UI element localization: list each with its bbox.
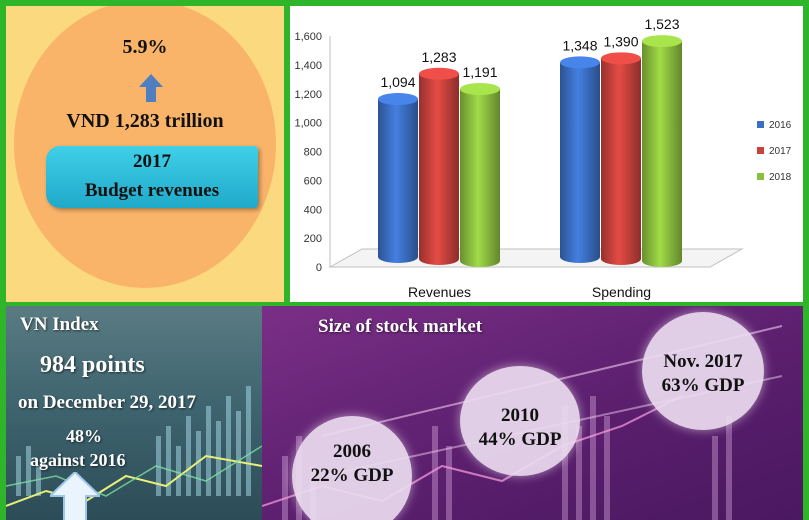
- bar-top-spending-2016: [560, 56, 600, 69]
- vn-index-title: VN Index: [20, 314, 99, 335]
- stock-bubble-2017-text: Nov. 2017 63% GDP: [642, 350, 764, 398]
- vn-index-change-label: against 2016: [30, 450, 126, 470]
- budget-bar-chart: 0 200 400 600 800 1,000 1,200 1,400 1,600 1,094 1,…: [294, 16, 792, 300]
- revenue-label-text: Budget revenues: [84, 180, 220, 201]
- data-label: 1,390: [603, 33, 638, 49]
- stock-section: VN Index 984 points on December 29, 2017…: [6, 306, 803, 520]
- stock-chart-background: [6, 386, 262, 507]
- bar-spending-2018: [642, 41, 682, 267]
- legend-swatch-2016: [757, 121, 764, 128]
- bar-top-revenues-2017: [419, 67, 459, 80]
- bar-spending-2017: [601, 58, 641, 265]
- y-tick-label: 200: [304, 233, 322, 245]
- budget-revenue-panel: 5.9% VND 1,283 trillion 2017 Budget reve…: [6, 6, 284, 302]
- bar-spending-2016: [560, 62, 600, 263]
- legend-label-2017: 2017: [769, 146, 792, 157]
- budget-chart-panel: 0 200 400 600 800 1,000 1,200 1,400 1,600 1,094 1,…: [290, 6, 803, 302]
- y-tick-label: 400: [304, 204, 322, 216]
- bubble-value: 22% GDP: [310, 465, 394, 486]
- legend-swatch-2017: [757, 147, 764, 154]
- vn-index-panel: VN Index 984 points on December 29, 2017…: [6, 306, 262, 520]
- stock-bubble-2017: [642, 312, 764, 430]
- y-tick-label: 800: [304, 147, 322, 159]
- y-tick-label: 1,400: [294, 60, 322, 72]
- data-label: 1,523: [644, 16, 679, 32]
- y-tick-label: 0: [316, 262, 322, 274]
- up-arrow-icon: [50, 472, 100, 520]
- stock-market-title: Size of stock market: [318, 316, 483, 337]
- vn-index-points: 984 points: [40, 352, 145, 378]
- bar-top-spending-2018: [642, 35, 682, 48]
- revenue-tag-box: [46, 146, 258, 208]
- x-category-label: Revenues: [408, 284, 471, 300]
- stock-market-panel: Size of stock market 2006 22% GDP 2010 4…: [262, 306, 803, 520]
- vn-index-change-pct: 48%: [66, 426, 102, 446]
- data-label: 1,348: [562, 37, 597, 53]
- revenue-amount-text: VND 1,283 trillion: [66, 110, 224, 132]
- bar-top-spending-2017: [601, 52, 641, 65]
- y-tick-label: 600: [304, 175, 322, 187]
- legend-swatch-2018: [757, 173, 764, 180]
- y-tick-label: 1,200: [294, 89, 322, 101]
- stock-bubble-2010-text: 2010 44% GDP: [460, 404, 580, 452]
- bubble-year: 2006: [333, 441, 371, 462]
- bar-top-revenues-2016: [378, 93, 418, 106]
- data-label: 1,094: [380, 74, 415, 90]
- bubble-year: 2010: [501, 405, 539, 426]
- revenue-growth-text: 5.9%: [122, 36, 168, 58]
- data-label: 1,191: [462, 64, 497, 80]
- stock-bubble-2006-text: 2006 22% GDP: [292, 440, 412, 488]
- stock-bubble-2006: [292, 416, 412, 520]
- vn-index-date: on December 29, 2017: [18, 392, 197, 413]
- bar-revenues-2017: [419, 73, 459, 265]
- y-tick-label: 1,600: [294, 31, 322, 43]
- bar-top-revenues-2018: [460, 83, 500, 96]
- bar-revenues-2018: [460, 89, 500, 267]
- data-label: 1,283: [421, 49, 456, 65]
- x-category-label: Spending: [592, 284, 651, 300]
- revenue-year-text: 2017: [133, 151, 171, 172]
- up-arrow-icon: [139, 74, 163, 102]
- bar-revenues-2016: [378, 99, 418, 264]
- stock-bubble-2010: [460, 366, 580, 476]
- bubble-value: 44% GDP: [478, 429, 562, 450]
- bubble-year: Nov. 2017: [663, 351, 743, 372]
- legend-label-2018: 2018: [769, 172, 792, 183]
- legend-label-2016: 2016: [769, 120, 792, 131]
- bubble-value: 63% GDP: [661, 375, 745, 396]
- y-tick-label: 1,000: [294, 118, 322, 130]
